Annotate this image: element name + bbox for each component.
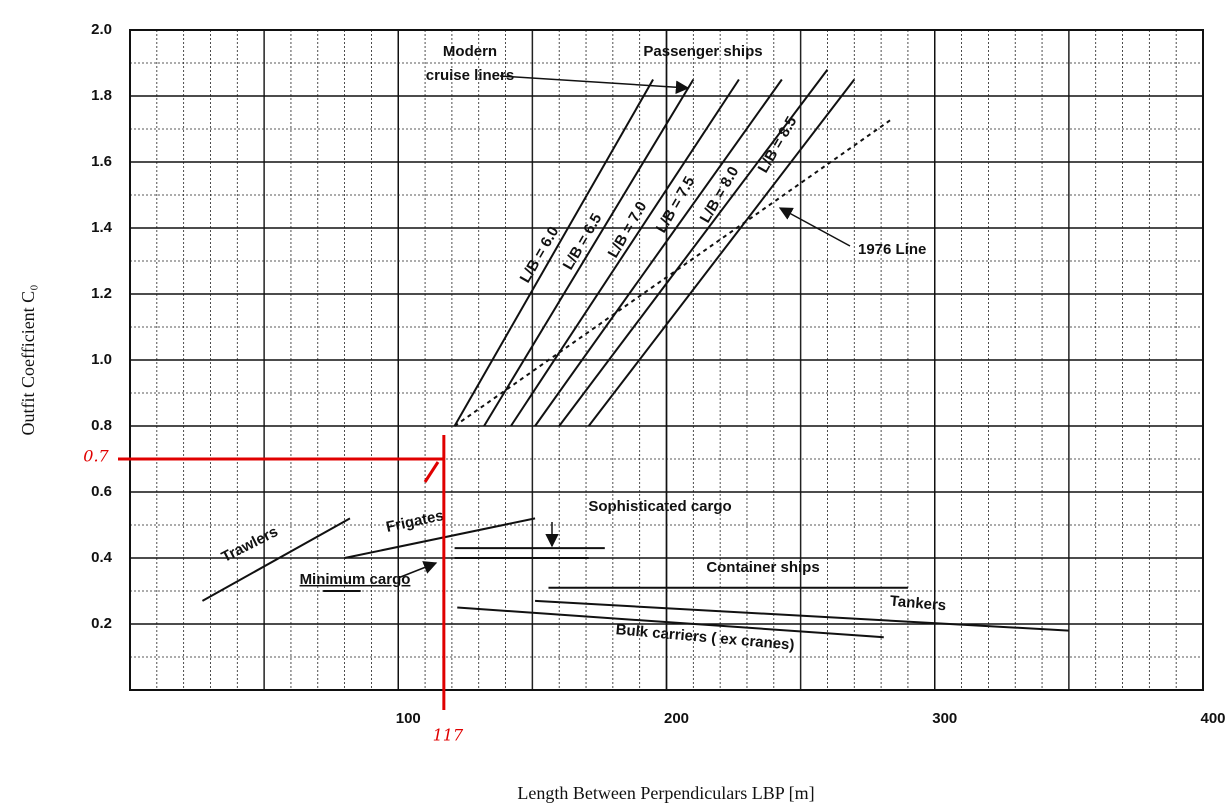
pen-stroke <box>423 461 440 483</box>
y-tick-label: 0.6 <box>91 483 112 500</box>
series-line <box>587 78 856 427</box>
series-label: Tankers <box>889 593 947 615</box>
arrow <box>397 561 438 579</box>
y-axis-label: Outfit Coefficient C₀ <box>18 285 38 436</box>
plot-frame <box>129 29 1204 691</box>
x-tick-label: 200 <box>664 710 689 727</box>
grid <box>130 29 1204 690</box>
arrow <box>778 207 851 247</box>
x-tick-label: 100 <box>396 710 421 727</box>
y-tick-label: 0.2 <box>91 615 112 632</box>
x-tick-label: 400 <box>1200 710 1225 727</box>
y-tick-label: 1.4 <box>91 219 113 236</box>
series-label: Frigates <box>385 507 446 536</box>
arrow <box>499 75 690 94</box>
series-label: Bulk carriers ( ex cranes) <box>615 621 795 654</box>
y-tick-label: 0.4 <box>91 549 113 566</box>
plot <box>201 68 1069 639</box>
marker-label: 117 <box>433 726 464 745</box>
series-label: Minimum cargo <box>300 571 411 588</box>
series-label: L/B = 8.5 <box>755 114 801 176</box>
marker-label: 0.7 <box>83 447 109 466</box>
series-label: Trawlers <box>219 523 281 566</box>
series-line <box>558 68 829 427</box>
series-line <box>534 78 783 427</box>
y-tick-label: 1.2 <box>91 285 112 302</box>
x-axis-label: Length Between Perpendiculars LBP [m] <box>517 783 814 803</box>
annotation: Modern <box>443 43 497 60</box>
y-tick-label: 2.0 <box>91 21 112 38</box>
y-tick-label: 0.8 <box>91 417 112 434</box>
y-tick-label: 1.8 <box>91 87 112 104</box>
series-line <box>453 79 654 427</box>
series-line <box>454 118 893 427</box>
series-label: 1976 Line <box>858 241 926 258</box>
series-line <box>510 78 740 427</box>
annotation: cruise liners <box>426 67 514 84</box>
series-label: Container ships <box>706 559 819 576</box>
series-line <box>457 606 884 639</box>
series-line <box>344 517 536 559</box>
series-label: L/B = 7.0 <box>605 199 651 261</box>
x-tick-label: 300 <box>932 710 957 727</box>
series-line <box>483 78 695 427</box>
y-tick-label: 1.0 <box>91 351 112 368</box>
y-tick-label: 1.6 <box>91 153 112 170</box>
series-line <box>201 517 351 602</box>
series-line <box>535 599 1069 632</box>
annotation: Passenger ships <box>643 43 762 60</box>
series-label: Sophisticated cargo <box>588 498 731 515</box>
